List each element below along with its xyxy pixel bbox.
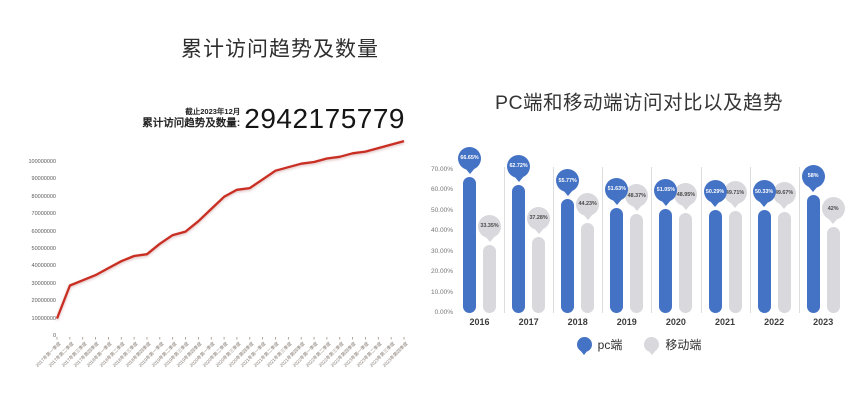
mobile-bar — [532, 236, 546, 313]
kpi-block: 截止2023年12月 累计访问趋势及数量: 2942175779 — [142, 103, 405, 134]
bar-plot-area: 70.00% 60.00% 50.00% 40.00% 30.00% 20.00% 10.0… — [426, 0, 852, 411]
area-y-tick-label: 80000000 — [31, 193, 56, 200]
mobile-value-bubble: 37.28% — [527, 206, 551, 230]
mobile-legend-marker-icon — [644, 337, 660, 352]
mobile-value-bubble: 33.35% — [478, 214, 501, 238]
mobile-value-bubble: 42% — [821, 197, 845, 221]
bar-x-category-label: 2022 — [764, 317, 785, 327]
bar-y-tick-label: 30.00% — [430, 247, 453, 255]
pc-value-bubble: 51.05% — [654, 178, 678, 202]
bar-x-category-label: 2017 — [518, 317, 539, 327]
pc-bar — [512, 184, 526, 313]
pc-bar — [561, 199, 575, 313]
area-y-tick-label: 10000000 — [31, 315, 56, 322]
pc-value-bubble: 55.77% — [556, 169, 580, 193]
kpi-total-value: 2942175779 — [244, 103, 405, 134]
area-trend-line — [55, 139, 405, 320]
cumulative-visits-chart: 累计访问趋势及数量 截止2023年12月 累计访问趋势及数量: 29421757… — [28, 38, 408, 368]
mobile-value-bubble: 49.71% — [723, 181, 747, 205]
bar-x-category-label: 2016 — [469, 317, 490, 327]
area-fill — [57, 141, 404, 336]
bar-x-category-label: 2020 — [665, 317, 686, 327]
bar-y-tick-label: 70.00% — [430, 166, 453, 173]
pc-value-bubble: 58% — [801, 164, 825, 188]
pc-bar — [463, 176, 476, 313]
group-divider — [798, 167, 800, 313]
x-axis-ticks — [56, 337, 405, 340]
legend-label: 移动端 — [665, 338, 702, 352]
group-divider — [651, 167, 653, 313]
mobile-value-bubble: 44.23% — [576, 192, 600, 216]
area-y-tick-label: 70000000 — [31, 211, 56, 218]
group-divider — [504, 167, 506, 313]
bar-y-tick-label: 40.00% — [430, 227, 453, 235]
group-divider — [749, 167, 751, 313]
chart-legend: pc端 移动端 — [426, 336, 852, 353]
area-y-tick-label: 40000000 — [31, 263, 56, 270]
legend-label: pc端 — [597, 338, 623, 352]
bar-y-tick-label: 20.00% — [430, 268, 453, 276]
legend-item-mobile: 移动端 — [644, 336, 701, 353]
mobile-bar — [581, 222, 595, 313]
pc-value-bubble: 50.29% — [703, 180, 727, 204]
bar-x-category-label: 2023 — [813, 317, 834, 327]
area-y-tick-label: 20000000 — [31, 298, 56, 305]
pc-bar — [610, 207, 624, 313]
area-y-tick-label: 30000000 — [31, 280, 56, 287]
pc-legend-marker-icon — [576, 337, 592, 352]
mobile-value-bubble: 48.95% — [674, 183, 698, 206]
kpi-meta: 截止2023年12月 累计访问趋势及数量: — [142, 107, 240, 133]
bar-y-tick-label: 0.00% — [434, 309, 453, 316]
bar-y-tick-label: 10.00% — [430, 288, 453, 296]
pc-value-bubble: 62.72% — [507, 154, 531, 178]
pc-value-bubble: 50.33% — [752, 180, 776, 204]
mobile-bar — [679, 213, 693, 313]
pc-value-bubble: 66.65% — [458, 146, 481, 170]
area-chart-svg — [55, 139, 405, 340]
area-y-tick-label: 50000000 — [31, 246, 56, 252]
area-y-tick-label: 100000000 — [28, 159, 56, 165]
bar-y-tick-label: 50.00% — [430, 206, 453, 214]
area-y-tick-label: 90000000 — [31, 176, 56, 183]
group-divider — [700, 167, 702, 313]
kpi-label: 累计访问趋势及数量: — [142, 117, 241, 129]
kpi-asof-date: 截止2023年12月 — [185, 106, 241, 116]
bar-x-category-label: 2021 — [714, 317, 736, 327]
area-y-tick-label: 60000000 — [31, 228, 56, 235]
mobile-bar — [483, 244, 496, 313]
bar-y-tick-label: 60.00% — [430, 186, 453, 194]
bar-x-category-label: 2018 — [567, 317, 588, 327]
left-chart-title: 累计访问趋势及数量 — [181, 38, 379, 61]
mobile-bar — [826, 227, 840, 313]
right-chart-title: PC端和移动端访问对比以及趋势 — [494, 92, 784, 114]
area-y-tick-label: 0 — [52, 333, 56, 339]
pc-vs-mobile-chart: PC端和移动端访问对比以及趋势 70.00% 60.00% 50.00% 40.00%… — [426, 0, 852, 411]
pc-bar — [806, 194, 820, 313]
bar-x-category-label: 2019 — [616, 317, 637, 327]
mobile-value-bubble: 49.67% — [772, 181, 796, 205]
pc-bar — [708, 210, 722, 313]
pc-bar — [659, 208, 673, 313]
pc-bar — [757, 210, 771, 313]
mobile-bar — [777, 211, 791, 313]
group-divider — [553, 167, 555, 313]
group-divider — [602, 167, 604, 313]
mobile-bar — [630, 214, 644, 313]
mobile-value-bubble: 48.37% — [625, 184, 649, 208]
mobile-bar — [728, 211, 742, 313]
pc-value-bubble: 51.63% — [605, 177, 629, 201]
legend-item-pc: pc端 — [576, 336, 623, 353]
